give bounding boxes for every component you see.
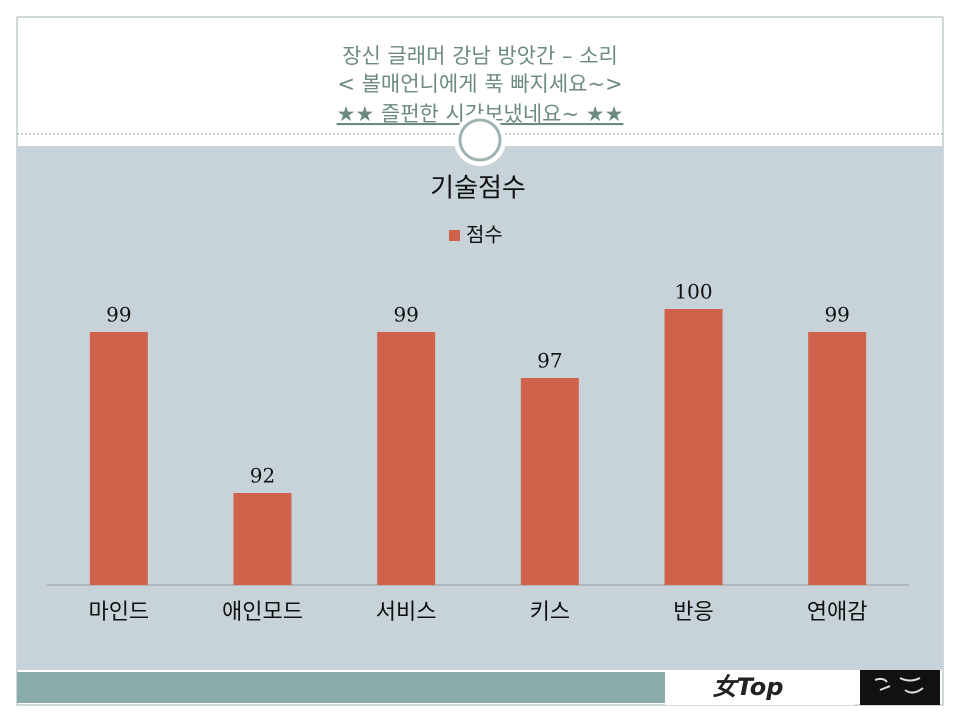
logo: 女Top xyxy=(713,673,784,701)
x-tick-label: 키스 xyxy=(530,600,570,625)
data-label: 97 xyxy=(537,349,562,373)
x-tick-label: 연애감 xyxy=(807,600,868,625)
data-label: 92 xyxy=(250,464,275,488)
bar xyxy=(520,378,579,585)
header-line: 장신 글래머 강남 방앗간 – 소리 xyxy=(342,44,618,68)
footer-strip xyxy=(17,672,665,703)
bar xyxy=(664,309,723,585)
logo-mark xyxy=(874,677,924,694)
logo-box-dark xyxy=(860,670,940,705)
header-line: < 볼매언니에게 푹 빠지세요~> xyxy=(337,72,622,96)
bar xyxy=(808,332,867,585)
x-tick-label: 애인모드 xyxy=(222,600,303,625)
chart-panel xyxy=(17,146,943,670)
bar xyxy=(89,332,148,585)
bar xyxy=(233,493,292,585)
data-label: 99 xyxy=(106,303,131,327)
legend-swatch xyxy=(449,230,460,241)
data-label: 99 xyxy=(393,303,418,327)
chart-title: 기술점수 xyxy=(430,174,526,204)
data-label: 100 xyxy=(674,280,712,304)
bar xyxy=(377,332,436,585)
data-label: 99 xyxy=(824,303,849,327)
x-tick-label: 마인드 xyxy=(88,600,149,625)
legend-label: 점수 xyxy=(466,223,503,247)
logo-box xyxy=(665,670,855,705)
x-tick-label: 반응 xyxy=(673,600,713,625)
x-tick-label: 서비스 xyxy=(376,600,437,625)
ornament xyxy=(458,118,502,162)
